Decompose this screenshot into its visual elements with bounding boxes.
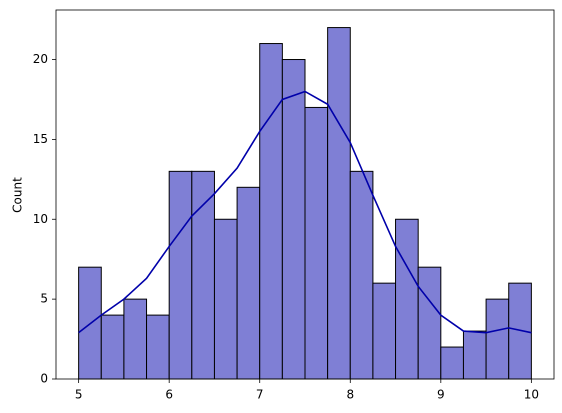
x-tick-label: 8 (346, 388, 354, 402)
bar (281, 59, 306, 380)
bar (462, 330, 487, 380)
bar (327, 27, 351, 380)
y-tick-label: 10 (33, 212, 48, 226)
x-tick-label: 10 (524, 388, 539, 402)
bar (395, 218, 419, 380)
bar (100, 314, 125, 380)
bar (191, 170, 215, 380)
y-tick-label: 15 (33, 132, 48, 146)
x-tick-label: 5 (75, 388, 83, 402)
bar (146, 314, 170, 380)
y-tick-label: 5 (40, 292, 48, 306)
bar (168, 170, 193, 380)
bar (372, 282, 397, 380)
x-tick-label: 9 (437, 388, 445, 402)
bar (236, 186, 261, 380)
bar (417, 266, 442, 380)
y-tick-label: 20 (33, 52, 48, 66)
bar (485, 298, 510, 380)
bar (304, 106, 329, 380)
x-tick-label: 6 (165, 388, 173, 402)
kde-line (78, 90, 532, 334)
bar (123, 298, 148, 380)
y-tick-label: 0 (40, 372, 48, 386)
y-axis-label: Count (11, 177, 25, 213)
bar (213, 218, 238, 380)
bar (259, 43, 283, 380)
x-tick-label: 7 (256, 388, 264, 402)
plot-frame (55, 9, 555, 380)
bar (349, 170, 374, 380)
bar (440, 346, 464, 380)
